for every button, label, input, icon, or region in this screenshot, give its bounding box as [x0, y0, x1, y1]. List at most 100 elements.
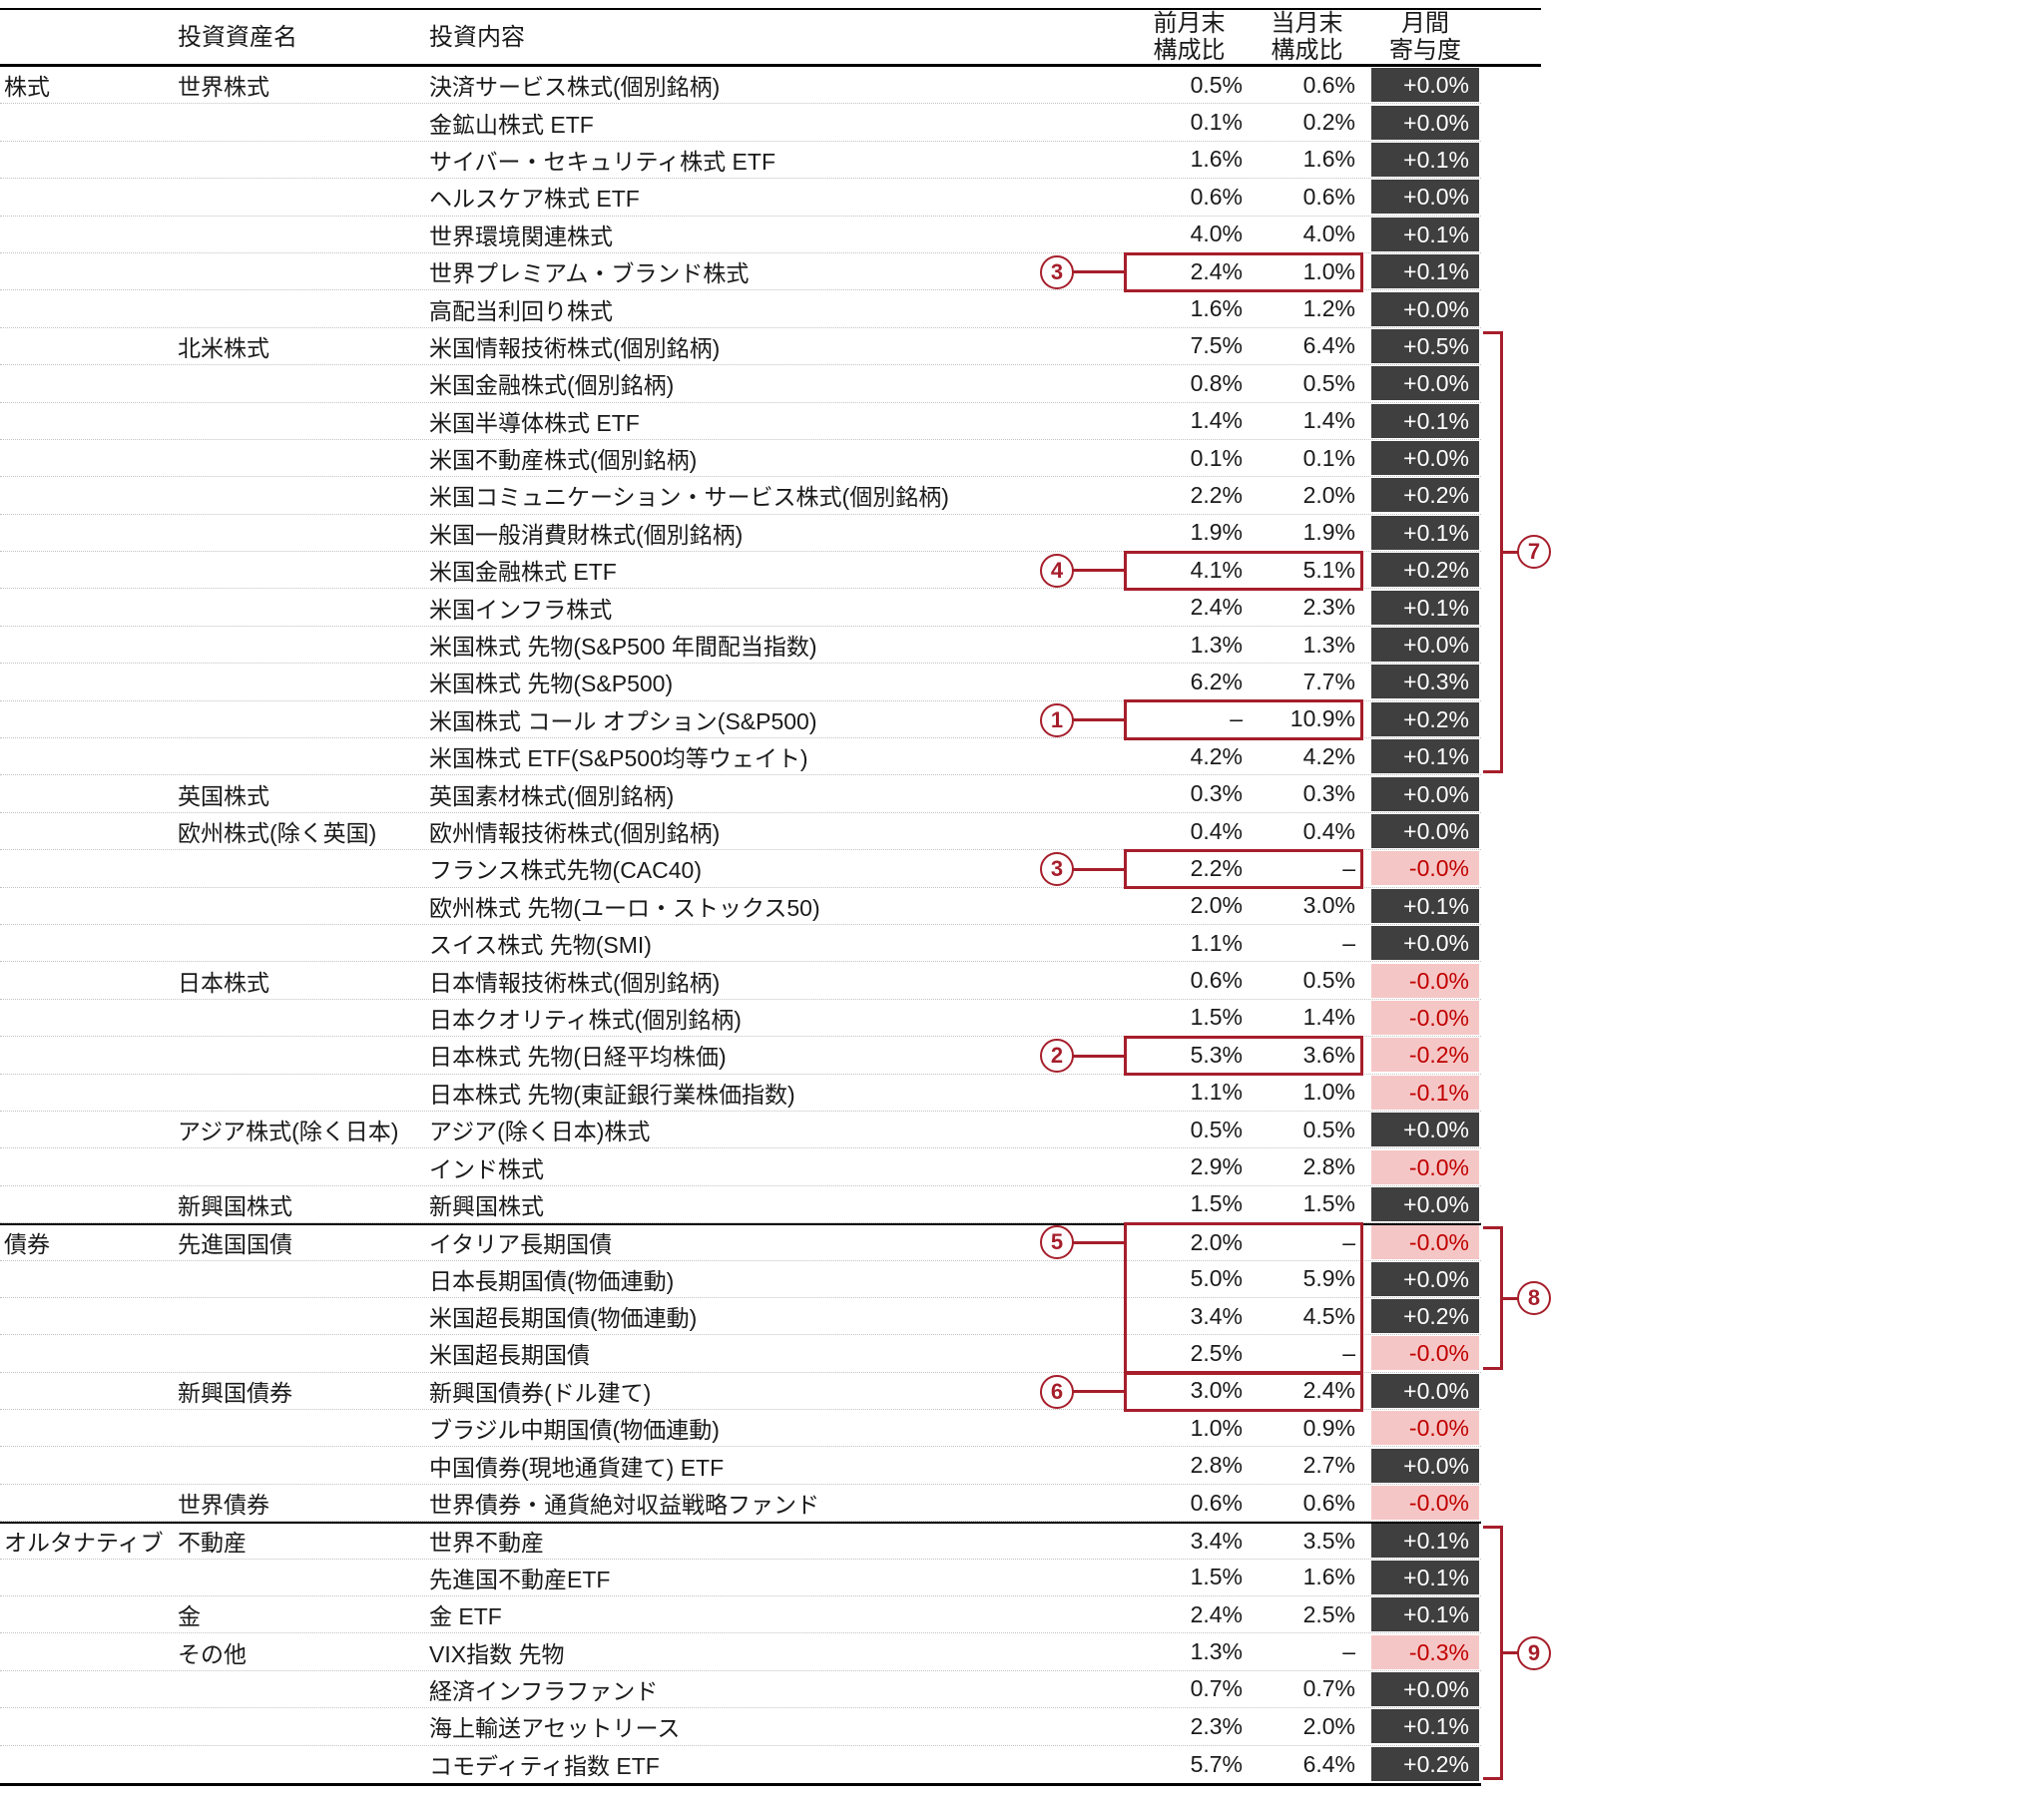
prev-month-ratio-value: 3.4%	[1190, 1527, 1243, 1554]
prev-month-ratio-value: 1.4%	[1190, 407, 1243, 434]
prev-month-ratio-value: 6.2%	[1190, 668, 1243, 694]
monthly-contribution-value: +0.2%	[1371, 1299, 1479, 1334]
curr-month-ratio-value: 1.0%	[1302, 257, 1355, 284]
table-row: 世界環境関連株式 4.0% 4.0% +0.1%	[0, 217, 1481, 253]
prev-month-ratio-value: 2.5%	[1190, 1339, 1243, 1366]
curr-month-ratio-value: 1.3%	[1302, 631, 1355, 658]
curr-month-ratio-value: 2.0%	[1302, 1712, 1355, 1739]
prev-month-ratio-value: 0.7%	[1190, 1675, 1243, 1702]
monthly-contribution-value: +0.1%	[1371, 142, 1479, 177]
asset-name-label: 新興国株式	[178, 1192, 292, 1219]
asset-name-label: 世界株式	[178, 74, 269, 101]
investment-content-label: 米国金融株式 ETF	[429, 559, 617, 586]
curr-month-ratio-value: –	[1342, 1638, 1355, 1665]
table-row: 経済インフラファンド 0.7% 0.7% +0.0%	[0, 1671, 1481, 1709]
investment-content-label: 決済サービス株式(個別銘柄)	[429, 74, 721, 101]
table-row: 米国株式 先物(S&P500 年間配当指数) 1.3% 1.3% +0.0%	[0, 627, 1481, 665]
table-row: その他 VIX指数 先物 1.3% – -0.3%	[0, 1633, 1481, 1671]
table-row: 日本長期国債(物価連動) 5.0% 5.9% +0.0%	[0, 1261, 1481, 1298]
monthly-contribution-value: +0.0%	[1371, 180, 1479, 215]
curr-month-ratio-value: 3.6%	[1302, 1041, 1355, 1068]
curr-month-ratio-value: 0.5%	[1302, 369, 1355, 396]
monthly-contribution-value: +0.1%	[1371, 1709, 1479, 1744]
asset-name-label: 新興国債券	[178, 1379, 292, 1406]
table-row: 米国超長期国債(物価連動) 3.4% 4.5% +0.2%	[0, 1298, 1481, 1336]
prev-month-ratio-value: 3.0%	[1190, 1377, 1243, 1404]
investment-content-label: 海上輸送アセットリース	[429, 1715, 681, 1742]
monthly-contribution-value: +0.0%	[1371, 1448, 1479, 1483]
prev-month-ratio-value: 2.8%	[1190, 1452, 1243, 1479]
prev-month-ratio-value: 0.8%	[1190, 369, 1243, 396]
annotation-connector-line	[1501, 1296, 1519, 1300]
prev-month-ratio-value: 2.3%	[1190, 1712, 1243, 1739]
monthly-contribution-value: +0.0%	[1371, 1186, 1479, 1221]
investment-content-label: 先進国不動産ETF	[429, 1566, 611, 1592]
asset-name-label: 北米株式	[178, 334, 269, 361]
prev-month-ratio-value: 0.4%	[1190, 817, 1243, 844]
prev-month-ratio-value: 2.0%	[1190, 892, 1243, 919]
prev-month-ratio-value: 2.9%	[1190, 1153, 1243, 1180]
curr-month-ratio-value: 2.3%	[1302, 594, 1355, 621]
prev-month-ratio-value: 0.3%	[1190, 780, 1243, 807]
investment-content-label: コモディティ指数 ETF	[429, 1753, 660, 1780]
col-header-curr-month-ratio: 当月末 構成比	[1271, 10, 1343, 64]
investment-content-label: 米国コミュニケーション・サービス株式(個別銘柄)	[429, 484, 949, 511]
curr-month-ratio-value: 1.9%	[1302, 519, 1355, 546]
monthly-contribution-value: -0.0%	[1371, 1336, 1479, 1371]
monthly-contribution-value: +0.1%	[1371, 888, 1479, 923]
curr-month-ratio-value: 4.5%	[1302, 1302, 1355, 1329]
investment-content-label: 米国超長期国債	[429, 1342, 590, 1369]
prev-month-ratio-value: 4.0%	[1190, 221, 1243, 247]
investment-content-label: 米国金融株式(個別銘柄)	[429, 372, 675, 399]
table-row: 新興国債券 新興国債券(ドル建て) 3.0% 2.4% +0.0%	[0, 1373, 1481, 1411]
annotation-connector-line	[1501, 1651, 1519, 1654]
annotation-circle-8: 8	[1517, 1281, 1551, 1316]
curr-month-ratio-value: 2.0%	[1302, 481, 1355, 508]
asset-name-label: 不動産	[178, 1530, 247, 1557]
table-row: 米国超長期国債 2.5% – -0.0%	[0, 1335, 1481, 1373]
curr-month-ratio-value: 0.2%	[1302, 109, 1355, 136]
investment-content-label: 米国超長期国債(物価連動)	[429, 1305, 698, 1332]
col-header-prev-month-ratio: 前月末 構成比	[1153, 10, 1226, 64]
prev-month-ratio-value: 1.6%	[1190, 146, 1243, 173]
investment-content-label: 米国インフラ株式	[429, 596, 613, 623]
table-body: 株式 世界株式 決済サービス株式(個別銘柄) 0.5% 0.6% +0.0% 金鉱山株式 E…	[0, 67, 1481, 1786]
monthly-contribution-value: +0.1%	[1371, 217, 1479, 251]
monthly-contribution-value: +0.3%	[1371, 665, 1479, 699]
prev-month-ratio-value: 0.6%	[1190, 967, 1243, 994]
prev-month-ratio-value: 1.5%	[1190, 1190, 1243, 1217]
curr-month-ratio-value: 1.4%	[1302, 1004, 1355, 1031]
prev-month-ratio-value: 0.1%	[1190, 109, 1243, 136]
prev-month-ratio-value: 2.4%	[1190, 257, 1243, 284]
prev-month-ratio-value: 1.3%	[1190, 631, 1243, 658]
prev-month-ratio-value: 2.4%	[1190, 1600, 1243, 1627]
table-row: 米国不動産株式(個別銘柄) 0.1% 0.1% +0.0%	[0, 440, 1481, 478]
table-row: ヘルスケア株式 ETF 0.6% 0.6% +0.0%	[0, 179, 1481, 217]
table-row: 米国一般消費財株式(個別銘柄) 1.9% 1.9% +0.1%	[0, 515, 1481, 553]
curr-month-ratio-value: 1.4%	[1302, 407, 1355, 434]
table-row: 世界プレミアム・ブランド株式 2.4% 1.0% +0.1%	[0, 253, 1481, 291]
table-row: 北米株式 米国情報技術株式(個別銘柄) 7.5% 6.4% +0.5%	[0, 328, 1481, 366]
annotation-connector-line	[1501, 550, 1519, 554]
curr-month-ratio-value: 4.0%	[1302, 221, 1355, 247]
prev-month-ratio-value: 5.0%	[1190, 1265, 1243, 1292]
monthly-contribution-value: +0.0%	[1371, 628, 1479, 663]
investment-content-label: 日本株式 先物(日経平均株価)	[429, 1044, 727, 1071]
table-row: 株式 世界株式 決済サービス株式(個別銘柄) 0.5% 0.6% +0.0%	[0, 67, 1481, 105]
monthly-contribution-value: +0.0%	[1371, 105, 1479, 140]
monthly-contribution-value: +0.0%	[1371, 441, 1479, 476]
monthly-contribution-value: -0.1%	[1371, 1075, 1479, 1110]
curr-month-ratio-value: 1.5%	[1302, 1190, 1355, 1217]
table-row: 米国金融株式(個別銘柄) 0.8% 0.5% +0.0%	[0, 365, 1481, 403]
prev-month-ratio-value: 1.5%	[1190, 1564, 1243, 1590]
curr-month-ratio-value: –	[1342, 1228, 1355, 1255]
prev-month-ratio-value: 1.1%	[1190, 929, 1243, 956]
monthly-contribution-value: -0.0%	[1371, 1225, 1479, 1260]
asset-name-label: 金	[178, 1603, 201, 1630]
monthly-contribution-value: +0.1%	[1371, 1560, 1479, 1594]
prev-month-ratio-value: 0.1%	[1190, 444, 1243, 471]
curr-month-ratio-value: –	[1342, 854, 1355, 881]
prev-month-ratio-value: 3.4%	[1190, 1302, 1243, 1329]
investment-content-label: 日本長期国債(物価連動)	[429, 1267, 675, 1294]
